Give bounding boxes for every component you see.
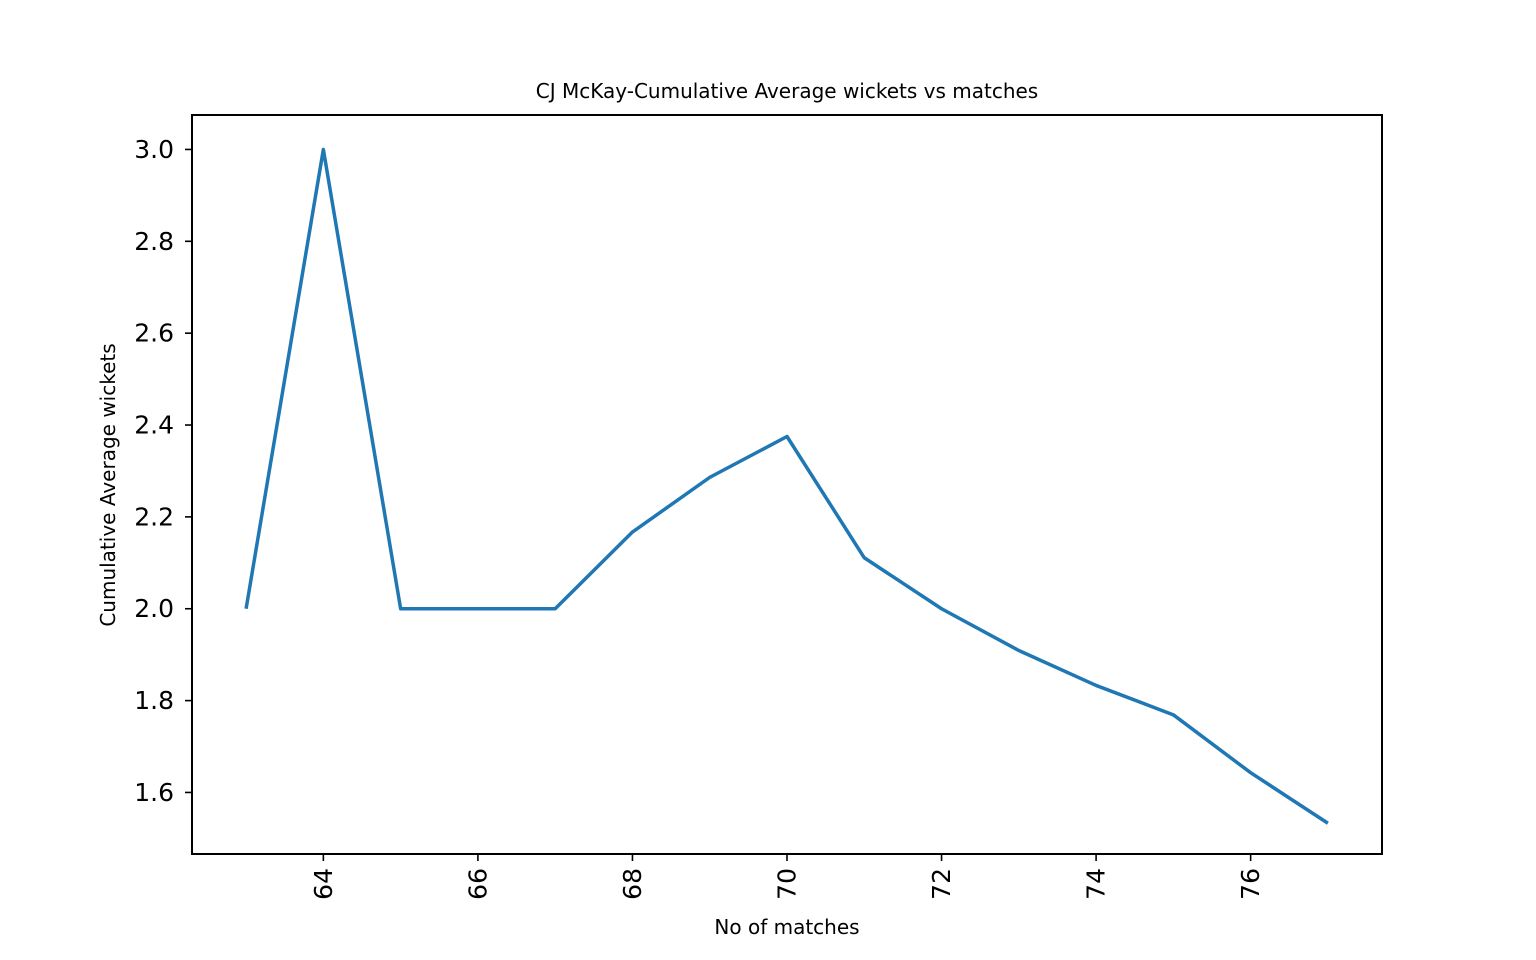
y-axis-label: Cumulative Average wickets [96,343,120,626]
x-tick-label: 74 [1082,868,1111,900]
y-tick-label: 2.6 [134,319,174,348]
y-tick-label: 2.4 [134,411,174,440]
x-tick-label: 70 [773,868,802,900]
x-tick-label: 64 [309,868,338,900]
y-tick-label: 1.6 [134,778,174,807]
axes-frame [191,114,1383,855]
x-tick-label: 76 [1236,868,1265,900]
series-line [244,147,1329,825]
x-tick-label: 68 [618,868,647,900]
x-tick-label: 72 [927,868,956,900]
y-tick-label: 2.0 [134,594,174,623]
chart-title: CJ McKay-Cumulative Average wickets vs m… [536,79,1038,103]
y-tick-label: 3.0 [134,135,174,164]
y-tick-label: 1.8 [134,686,174,715]
x-axis-label: No of matches [714,915,859,939]
y-axis-ticks: 1.6 1.8 2.0 2.2 2.4 2.6 2.8 3.0 [134,135,192,807]
y-tick-label: 2.8 [134,227,174,256]
x-tick-label: 66 [463,868,492,900]
x-axis-ticks: 64 66 68 70 72 74 76 [309,854,1265,900]
y-tick-label: 2.2 [134,502,174,531]
